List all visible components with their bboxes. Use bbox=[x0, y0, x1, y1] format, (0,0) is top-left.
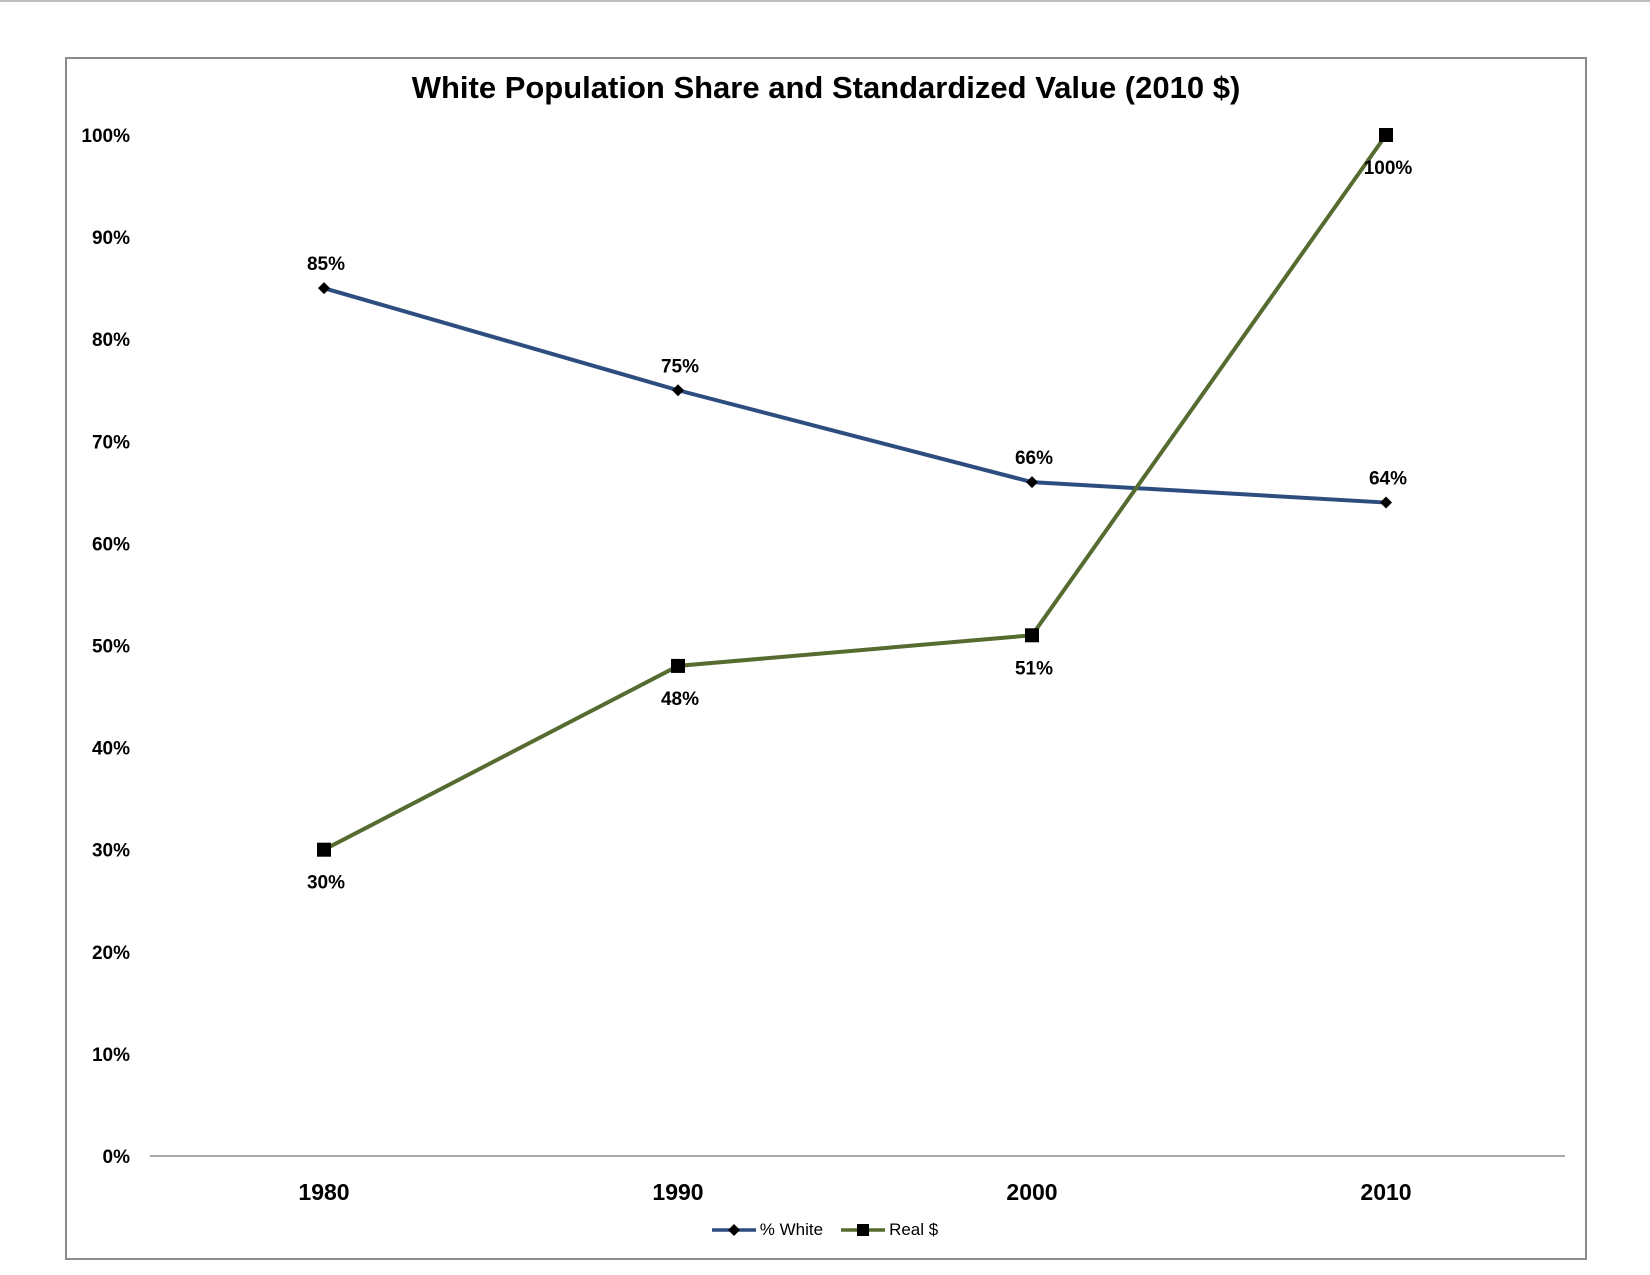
y-tick-label: 70% bbox=[92, 432, 130, 453]
data-label: 85% bbox=[307, 254, 345, 275]
series-line bbox=[323, 286, 1387, 505]
data-point bbox=[1025, 628, 1039, 643]
data-point bbox=[671, 658, 685, 673]
data-label: 48% bbox=[661, 689, 699, 710]
data-label: 100% bbox=[1364, 158, 1413, 179]
legend-label-white: % White bbox=[759, 1220, 824, 1239]
legend-label-real-dollars: Real $ bbox=[889, 1220, 939, 1239]
series-line bbox=[323, 133, 1388, 852]
data-point bbox=[317, 842, 331, 857]
legend-marker-real-dollars bbox=[841, 1224, 886, 1236]
y-tick-label: 20% bbox=[92, 943, 130, 964]
chart-frame bbox=[65, 57, 1587, 1260]
y-tick-label: 30% bbox=[92, 841, 130, 862]
y-tick-label: 60% bbox=[92, 534, 130, 555]
y-tick-label: 40% bbox=[92, 739, 130, 760]
data-point bbox=[1379, 128, 1393, 142]
y-tick-label: 0% bbox=[103, 1147, 131, 1168]
x-tick-label: 2000 bbox=[1006, 1179, 1057, 1205]
data-label: 51% bbox=[1015, 658, 1053, 679]
legend-item-white: % White bbox=[711, 1220, 824, 1240]
x-tick-label: 1990 bbox=[652, 1179, 703, 1205]
chart-legend: % White Real $ bbox=[0, 1220, 1650, 1240]
legend-item-real-dollars: Real $ bbox=[841, 1220, 938, 1240]
y-tick-label: 90% bbox=[92, 228, 130, 249]
data-label: 66% bbox=[1015, 448, 1053, 469]
chart-title: White Population Share and Standardized … bbox=[411, 70, 1241, 105]
data-label: 64% bbox=[1369, 469, 1407, 490]
data-point bbox=[318, 282, 330, 295]
top-divider bbox=[0, 0, 1650, 2]
y-tick-label: 10% bbox=[92, 1045, 130, 1066]
data-label: 30% bbox=[307, 873, 345, 894]
y-tick-label: 80% bbox=[92, 330, 130, 351]
data-point bbox=[672, 384, 684, 397]
y-tick-label: 50% bbox=[92, 637, 130, 658]
x-tick-label: 1980 bbox=[298, 1179, 349, 1205]
data-point bbox=[1026, 476, 1038, 489]
y-tick-label: 100% bbox=[81, 126, 130, 147]
data-point bbox=[1380, 496, 1392, 509]
legend-marker-white bbox=[711, 1224, 756, 1236]
x-tick-label: 2010 bbox=[1360, 1179, 1411, 1205]
data-label: 75% bbox=[661, 356, 699, 377]
